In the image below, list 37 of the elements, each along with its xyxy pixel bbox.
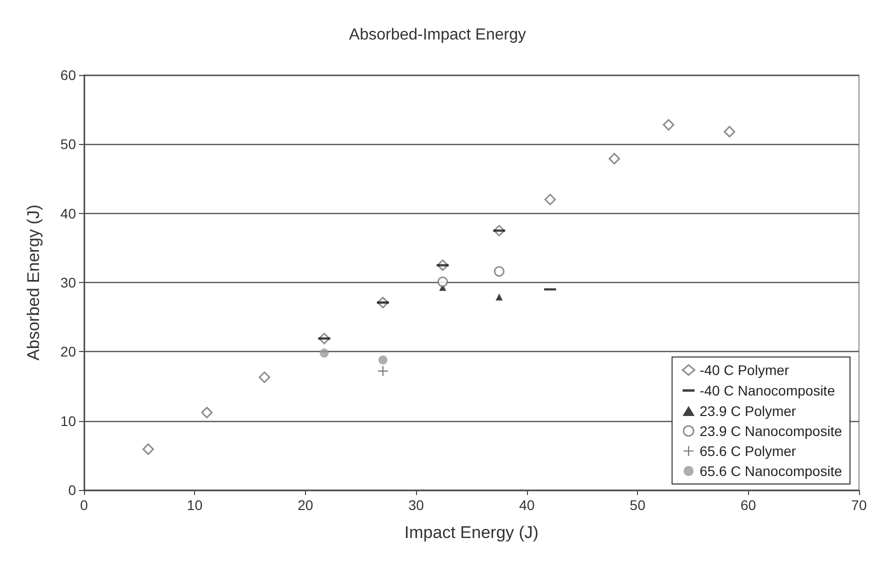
x-tick-label: 70: [851, 497, 867, 513]
x-tick-label: 0: [80, 497, 88, 513]
x-tick-label: 60: [740, 497, 756, 513]
point: [378, 355, 388, 364]
point: [494, 266, 504, 277]
x-tick-label: 30: [408, 497, 424, 513]
legend-label: 23.9 C Polymer: [700, 403, 796, 419]
point: [201, 406, 213, 418]
point: [496, 294, 503, 301]
legend-label: 23.9 C Nanocomposite: [700, 423, 842, 439]
point: [662, 119, 674, 131]
point: [437, 276, 448, 288]
x-tick-label: 40: [519, 497, 535, 513]
point: [258, 372, 270, 384]
x-axis-title: Impact Energy (J): [404, 523, 539, 542]
y-axis-title: Absorbed Energy (J): [24, 204, 43, 360]
point: [378, 366, 388, 376]
point: [724, 126, 736, 138]
y-tick-label: 10: [60, 412, 76, 429]
chart-title: Absorbed-Impact Energy: [349, 26, 526, 44]
y-tick-label: 0: [68, 482, 76, 498]
point: [544, 194, 556, 206]
legend-label: 65.6 C Polymer: [700, 443, 796, 459]
y-tick-label: 50: [60, 136, 76, 152]
x-tick-label: 20: [298, 497, 314, 513]
y-tick-label: 60: [60, 67, 76, 83]
x-tick-label: 50: [630, 497, 646, 513]
point: [320, 348, 329, 358]
legend-label: -40 C Polymer: [700, 362, 790, 378]
x-tick-label: 10: [186, 497, 203, 513]
legend-label: -40 C Nanocomposite: [700, 382, 836, 399]
point: [608, 152, 620, 164]
y-tick-label: 40: [60, 205, 76, 222]
legend-label: 65.6 C Nanocomposite: [700, 463, 842, 479]
y-tick-label: 20: [60, 344, 76, 360]
point: [142, 443, 154, 455]
y-tick-label: 30: [60, 274, 76, 290]
